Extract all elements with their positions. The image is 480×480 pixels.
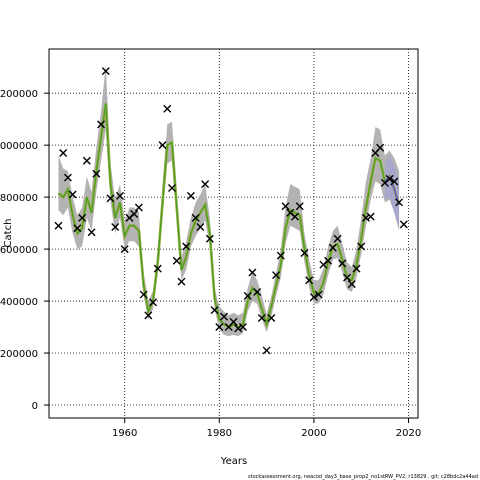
observed-point: [343, 273, 352, 282]
observed-point: [92, 169, 101, 178]
observed-point: [153, 264, 162, 273]
observed-point: [295, 202, 304, 211]
observed-point: [144, 311, 153, 320]
observed-point: [272, 271, 281, 280]
observed-point: [305, 276, 314, 285]
y-axis-ticks: 0 200000 400000 600000 800000 1000000 1200000: [0, 89, 49, 412]
x-tick-label: 2020: [396, 428, 421, 439]
observed-point: [134, 203, 143, 212]
observed-point: [366, 212, 375, 221]
observed-point: [248, 268, 257, 277]
observed-point: [253, 287, 262, 296]
observed-point: [361, 213, 370, 222]
observed-point: [54, 221, 63, 230]
observed-point: [352, 264, 361, 273]
observed-point: [399, 220, 408, 229]
observed-point: [205, 234, 214, 243]
plot-frame: [48, 48, 419, 419]
observed-point: [238, 323, 247, 332]
observed-point: [182, 242, 191, 251]
observed-point: [385, 174, 394, 183]
observed-point: [390, 177, 399, 186]
y-tick-label: 1200000: [0, 89, 38, 100]
observed-point: [101, 67, 110, 76]
observed-point: [177, 277, 186, 286]
observed-point: [291, 212, 299, 221]
observed-point: [324, 256, 333, 265]
y-tick-label: 800000: [0, 193, 38, 204]
observed-point: [281, 202, 290, 211]
observed-point: [196, 223, 205, 231]
y-tick-label: 1000000: [0, 141, 38, 152]
observed-point: [149, 298, 158, 307]
observed-point: [73, 224, 82, 233]
observed-point: [262, 346, 271, 355]
observed-point: [158, 141, 167, 150]
x-axis-label: Years: [220, 456, 247, 467]
observed-point: [172, 256, 181, 265]
observed-point: [130, 210, 139, 219]
observed-point: [338, 259, 347, 268]
observed-point: [82, 156, 91, 165]
fitted-catch-core-line: [58, 103, 400, 328]
observed-point: [357, 242, 366, 251]
observed-point: [59, 148, 68, 157]
observed-point: [220, 312, 229, 321]
observed-point: [111, 223, 120, 231]
observed-point: [163, 104, 172, 113]
observed-point: [300, 248, 309, 257]
y-tick-label: 0: [32, 401, 38, 412]
observed-point: [276, 251, 285, 260]
recent-confidence-band: [384, 155, 400, 229]
observed-point: [210, 306, 219, 315]
x-tick-label: 1980: [207, 428, 232, 439]
observed-point: [201, 180, 210, 189]
observed-point: [186, 191, 195, 200]
x-axis-ticks: 1960 1980 2000 2020: [112, 418, 421, 439]
confidence-band: [58, 64, 400, 337]
observed-point: [229, 317, 238, 326]
observed-point: [309, 293, 318, 302]
footer-text: stockassessment.org, neacod_day3_base_pr…: [248, 474, 478, 480]
observed-point: [314, 290, 323, 299]
observed-point: [395, 198, 404, 207]
observed-point: [97, 120, 106, 129]
observed-point: [120, 245, 129, 254]
observed-point: [347, 280, 356, 289]
y-axis-label: Catch: [3, 219, 14, 248]
observed-point: [63, 173, 72, 182]
x-tick-label: 1960: [112, 428, 137, 439]
observed-point: [376, 143, 385, 152]
y-tick-label: 400000: [0, 297, 38, 308]
observed-point: [243, 291, 252, 300]
observed-point: [106, 194, 115, 203]
observed-catch-points: [54, 67, 408, 355]
y-tick-label: 200000: [0, 349, 38, 360]
observed-point: [215, 323, 224, 332]
observed-point: [333, 234, 342, 243]
observed-point: [139, 290, 148, 299]
observed-point: [191, 213, 200, 222]
x-tick-label: 2000: [301, 428, 326, 439]
recent-fit-line: [384, 174, 400, 206]
observed-point: [68, 190, 77, 199]
fitted-catch-line: [57, 103, 401, 330]
observed-point: [328, 243, 337, 252]
observed-point: [168, 184, 176, 193]
y-tick-label: 600000: [0, 245, 38, 256]
observed-point: [115, 191, 124, 200]
observed-point: [234, 324, 243, 333]
observed-point: [87, 228, 96, 237]
observed-point: [267, 313, 276, 322]
observed-point: [78, 213, 87, 222]
observed-point: [257, 313, 266, 322]
